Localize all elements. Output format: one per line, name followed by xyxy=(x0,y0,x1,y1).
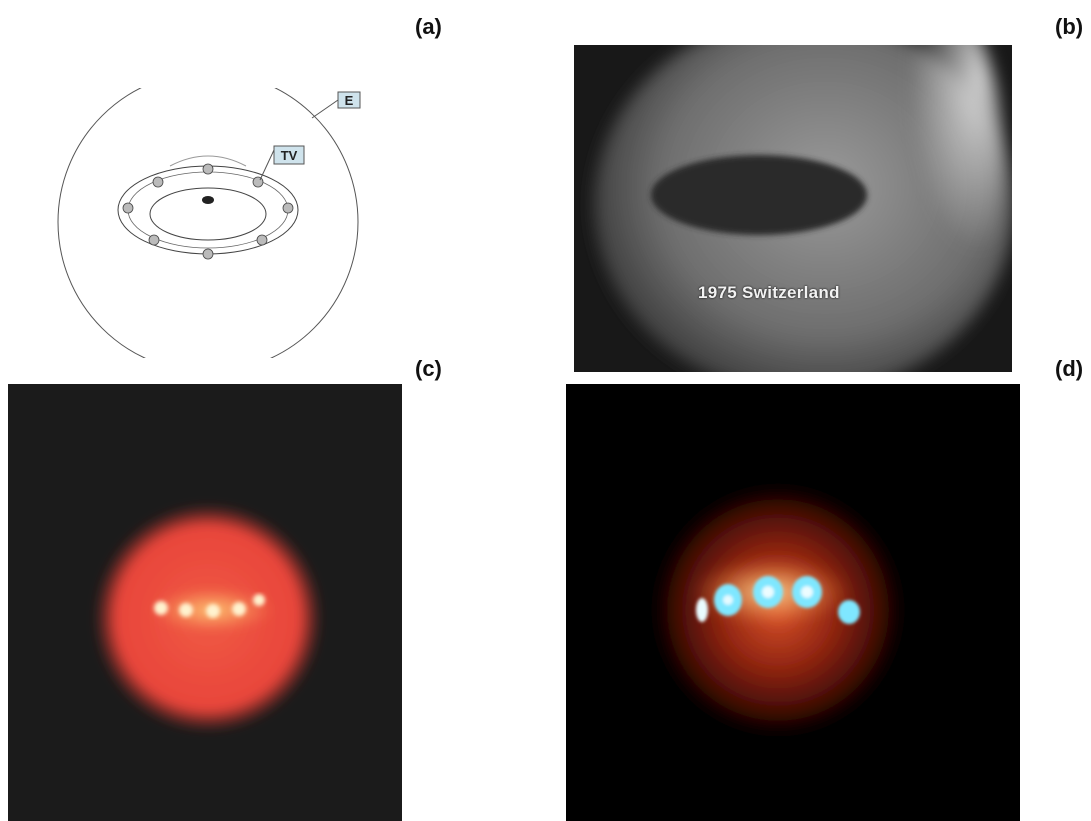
callout-tv: TV xyxy=(281,148,298,163)
ring-light xyxy=(202,248,214,260)
panel-label-c: (c) xyxy=(415,356,442,381)
center-hub xyxy=(202,196,214,204)
ring-light xyxy=(252,176,264,188)
light-blob xyxy=(696,598,708,622)
photo-panel-b: 1975 Switzerland xyxy=(574,45,1012,372)
light-point xyxy=(206,604,220,618)
ring-light xyxy=(148,234,160,246)
photo-b-image xyxy=(574,45,1012,372)
outer-ring xyxy=(117,165,299,255)
ring-light xyxy=(122,202,134,214)
panel-label-b: (b) xyxy=(1055,14,1084,39)
ring-light xyxy=(256,234,268,246)
light-point xyxy=(253,594,265,606)
photo-panel-d xyxy=(566,384,1020,821)
dark-craft-shape xyxy=(651,155,867,235)
callout-e: E xyxy=(345,93,354,108)
callout-box-e xyxy=(337,91,361,109)
orb-diagram: E TV xyxy=(57,88,361,358)
callout-box-tv xyxy=(273,145,305,165)
callout-line-tv xyxy=(259,149,275,181)
light-point xyxy=(232,602,246,616)
diagram-panel-a: E TV xyxy=(50,88,390,358)
light-highlight xyxy=(801,586,813,598)
photo-panel-c xyxy=(8,384,402,821)
photo-caption: 1975 Switzerland xyxy=(698,283,840,302)
ring-light xyxy=(202,163,214,175)
light-highlight xyxy=(762,586,774,598)
light-highlight xyxy=(723,595,733,605)
ring-light xyxy=(282,202,294,214)
photo-d-image xyxy=(566,384,1020,821)
ring-lights xyxy=(122,163,294,260)
ring-light xyxy=(152,176,164,188)
light-blob xyxy=(838,600,860,624)
photo-c-image xyxy=(8,384,402,821)
lights-row xyxy=(154,594,265,618)
outer-sphere xyxy=(57,88,359,358)
bright-limb xyxy=(864,45,1004,335)
callout-line-e xyxy=(311,99,339,119)
light-point xyxy=(154,601,168,615)
panel-label-d: (d) xyxy=(1055,356,1084,381)
dome-top xyxy=(169,155,247,167)
light-point xyxy=(179,603,193,617)
panel-label-a: (a) xyxy=(415,14,442,39)
cyan-lights xyxy=(696,576,860,624)
inner-disc xyxy=(149,187,267,241)
